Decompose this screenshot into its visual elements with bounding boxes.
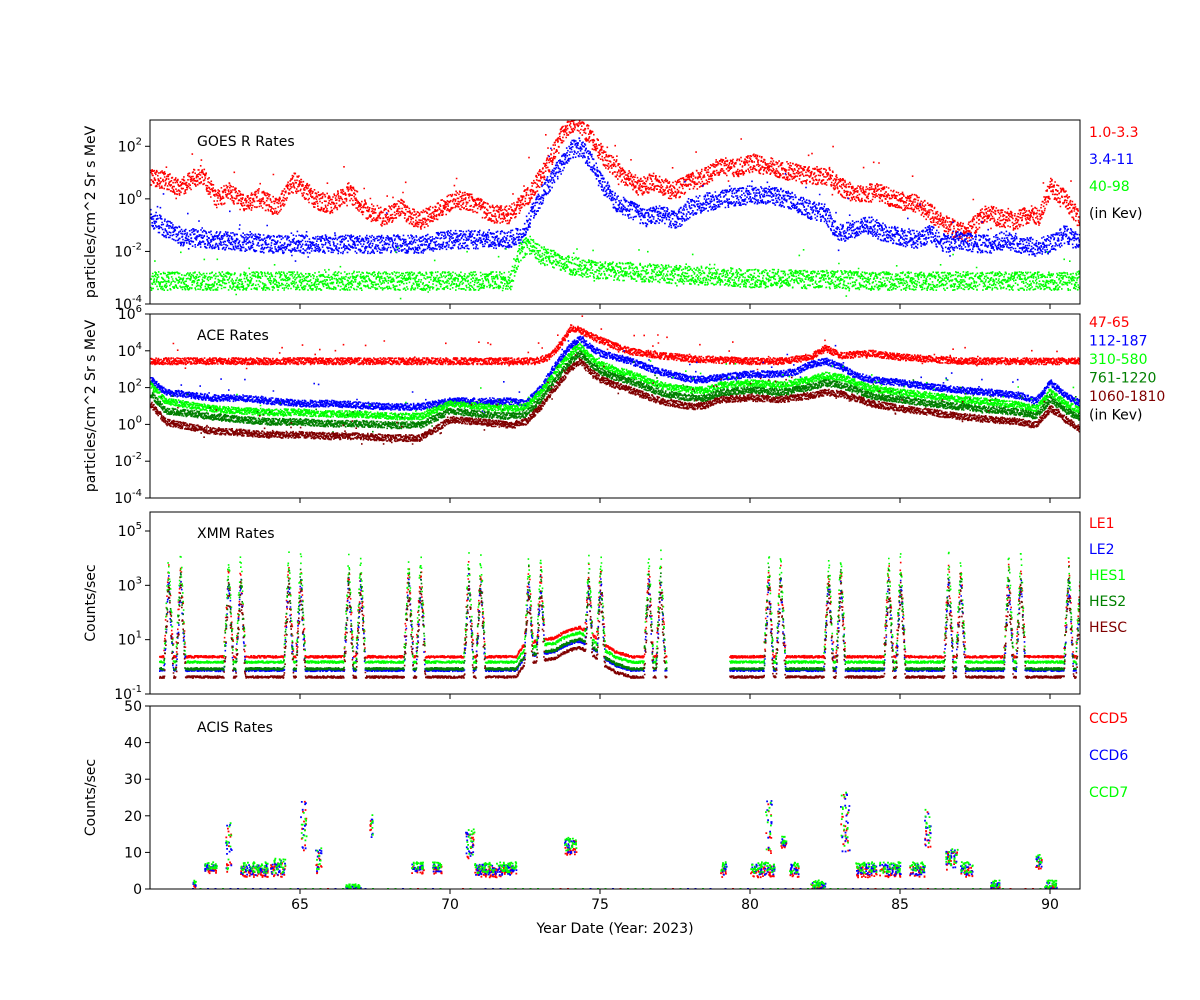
plot-area-xmm [159, 549, 1080, 679]
y-tick-label: 102 [118, 136, 142, 155]
y-tick-label: 10-2 [114, 451, 142, 470]
legend-goes: 1.0-3.3 3.4-11 40-98 (in Kev) [1089, 125, 1143, 222]
y-tick-label: 10-4 [114, 488, 142, 507]
scatter-points [193, 794, 1058, 889]
series-47-65 [150, 315, 1080, 371]
legend-entry: HESC [1089, 620, 1127, 636]
legend-entry: 310-580 [1089, 352, 1148, 368]
plot-area-goes [150, 120, 1080, 300]
panel-ace: 10-4 10-2 100 102 104 106 ACE Rates particles/c… [83, 304, 1165, 507]
plot-area-acis [192, 791, 1058, 889]
panel-acis: 0 10 20 30 40 50 65 70 75 80 85 90 ACIS Rates Counts/… [83, 699, 1128, 913]
legend-ace: 47-65 112-187 310-580 761-1220 1060-1810 (in … [1089, 315, 1165, 424]
panel-title: XMM Rates [197, 526, 275, 542]
y-axis-label: Counts/sec [83, 759, 99, 836]
x-axis-label: Year Date (Year: 2023) [535, 921, 693, 937]
plot-frame [149, 313, 1081, 499]
legend-entry: CCD6 [1089, 748, 1128, 764]
x-tick-label: 75 [591, 897, 609, 913]
y-tick-label: 104 [118, 341, 142, 360]
y-tick-label: 20 [124, 809, 142, 825]
scatter-points [150, 354, 1080, 445]
panel-goes: 10-4 10-2 100 102 GOES R Rates particles/cm^2… [83, 119, 1143, 313]
legend-unit-note: (in Kev) [1089, 408, 1143, 424]
y-tick-label: 10-4 [114, 294, 142, 313]
legend-entry: 1.0-3.3 [1089, 125, 1139, 141]
legend-entry: 761-1220 [1089, 371, 1156, 387]
y-tick-label: 105 [118, 521, 142, 540]
series-CCD6 [192, 793, 1058, 889]
y-tick-label: 103 [118, 575, 142, 594]
scatter-points [192, 793, 1058, 889]
y-tick-label: 100 [118, 189, 142, 208]
plot-frame [149, 119, 1081, 305]
y-tick-label: 50 [124, 699, 142, 715]
series-3.4-11 [150, 137, 1080, 262]
y-tick-label: 10-2 [114, 241, 142, 260]
legend-entry: CCD7 [1089, 785, 1128, 801]
series-1.0-3.3 [150, 120, 1080, 242]
x-tick-label: 65 [291, 897, 309, 913]
panel-title: GOES R Rates [197, 134, 295, 150]
y-tick-label: 10-1 [114, 684, 142, 703]
legend-entry: LE1 [1089, 516, 1115, 532]
legend-entry: CCD5 [1089, 711, 1128, 727]
legend-entry: HES2 [1089, 594, 1126, 610]
scatter-points [150, 235, 1080, 300]
plot-frame [149, 705, 1081, 890]
scatter-points [150, 315, 1080, 371]
y-tick-label: 106 [118, 304, 142, 323]
y-tick-label: 102 [118, 378, 142, 397]
panel-title: ACIS Rates [197, 720, 273, 736]
x-tick-label: 70 [441, 897, 459, 913]
legend-acis: CCD5 CCD6 CCD7 [1089, 711, 1128, 801]
legend-unit-note: (in Kev) [1089, 206, 1143, 222]
legend-entry: HES1 [1089, 568, 1126, 584]
legend-entry: 47-65 [1089, 315, 1130, 331]
y-tick-label: 100 [118, 414, 142, 433]
scatter-points [150, 137, 1080, 262]
legend-entry: 3.4-11 [1089, 152, 1134, 168]
y-tick-label: 101 [118, 630, 142, 649]
series-40-98 [150, 235, 1080, 300]
panel-xmm: 10-1 101 103 105 XMM Rates Counts/sec LE1 LE2 HE… [83, 511, 1127, 703]
y-tick-label: 10 [124, 845, 142, 861]
y-axis-label: Counts/sec [83, 564, 99, 641]
y-tick-label: 40 [124, 736, 142, 752]
legend-entry: 40-98 [1089, 179, 1130, 195]
y-axis-label: particles/cm^2 Sr s MeV [83, 125, 99, 298]
plot-frame [149, 511, 1081, 695]
y-tick-label: 0 [133, 882, 142, 898]
panel-title: ACE Rates [197, 328, 269, 344]
y-axis-label: particles/cm^2 Sr s MeV [83, 319, 99, 492]
scatter-points [150, 120, 1080, 242]
x-tick-label: 85 [891, 897, 909, 913]
legend-entry: 1060-1810 [1089, 389, 1165, 405]
x-tick-label: 80 [741, 897, 759, 913]
plot-area-ace [150, 315, 1080, 445]
y-tick-label: 30 [124, 772, 142, 788]
legend-entry: 112-187 [1089, 334, 1148, 350]
series-1060-1810 [150, 354, 1080, 445]
legend-xmm: LE1 LE2 HES1 HES2 HESC [1089, 516, 1127, 636]
x-tick-label: 90 [1041, 897, 1059, 913]
legend-entry: LE2 [1089, 542, 1115, 558]
series-CCD5 [193, 794, 1058, 889]
